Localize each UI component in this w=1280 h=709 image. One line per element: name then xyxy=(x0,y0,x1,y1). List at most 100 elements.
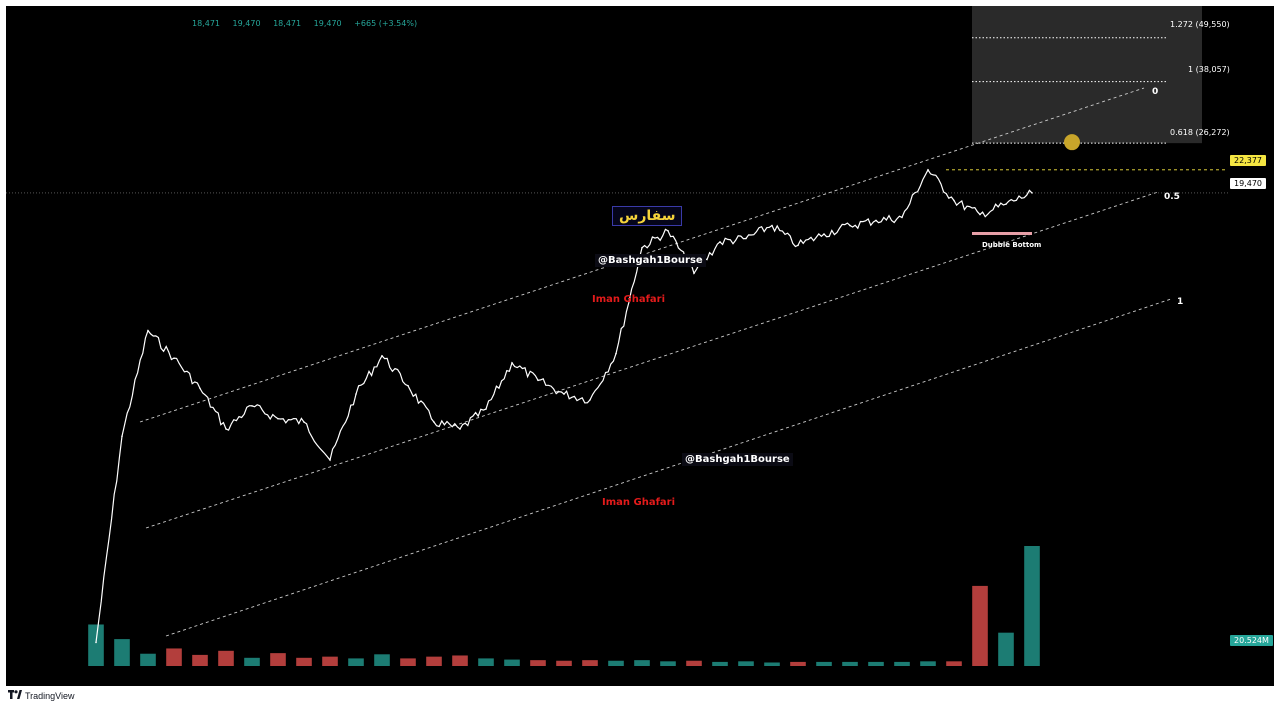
chart-panel[interactable]: 18,471 19,470 18,471 19,470 +665 (+3.54%… xyxy=(6,6,1274,686)
fib-target-marker xyxy=(1064,134,1080,151)
price-point xyxy=(537,379,539,382)
ohlc-readout: 18,471 19,470 18,471 19,470 +665 (+3.54%… xyxy=(192,19,427,28)
volume-bar xyxy=(920,661,936,666)
price-series-line xyxy=(95,168,1033,643)
price-point xyxy=(225,428,227,430)
price-point xyxy=(719,241,721,243)
volume-bar xyxy=(790,661,806,666)
price-point xyxy=(953,199,955,202)
price-point xyxy=(277,417,279,420)
volume-bar xyxy=(478,658,494,666)
volume-bar xyxy=(426,656,442,666)
price-point xyxy=(693,272,695,275)
price-chart[interactable] xyxy=(6,6,1274,686)
volume-bar xyxy=(192,654,208,666)
price-point xyxy=(1031,192,1033,194)
price-point xyxy=(251,405,253,407)
price-point xyxy=(901,216,903,219)
volume-bar xyxy=(452,655,468,666)
price-point xyxy=(615,352,617,355)
price-point xyxy=(641,246,643,249)
ohlc-close: 19,470 xyxy=(313,19,342,28)
price-point xyxy=(485,408,487,410)
volume-bar xyxy=(894,661,910,666)
price-point xyxy=(199,387,201,390)
volume-bar xyxy=(972,585,988,666)
price-point xyxy=(927,169,929,171)
last-price-tag: 19,470 xyxy=(1230,178,1266,189)
handle-watermark-upper: @Bashgah1Bourse xyxy=(595,254,706,267)
volume-bar xyxy=(400,658,416,666)
volume-bar xyxy=(608,660,624,666)
fib-extension-box xyxy=(972,6,1202,144)
brand-watermark: سفارس xyxy=(612,206,683,226)
author-watermark-upper: Iman Ghafari xyxy=(592,294,666,305)
fib-level-1-label: 1 (38,057) xyxy=(1188,65,1230,74)
price-point xyxy=(355,393,357,395)
tradingview-brand: TradingView xyxy=(25,691,75,701)
price-point xyxy=(459,428,461,430)
double-bottom-marker xyxy=(972,232,1032,235)
channel-label-1: 1 xyxy=(1177,297,1184,307)
channel-label-0: 0 xyxy=(1152,87,1159,97)
channel-line-bottom xyxy=(165,298,1172,637)
volume-bar xyxy=(374,654,390,666)
fib-level-1272-label: 1.272 (49,550) xyxy=(1170,20,1230,29)
price-point xyxy=(121,435,123,437)
ohlc-high: 19,470 xyxy=(232,19,261,28)
price-point xyxy=(823,233,825,235)
volume-bar xyxy=(530,660,546,666)
ohlc-low: 18,471 xyxy=(273,19,302,28)
price-point xyxy=(433,421,435,423)
price-point xyxy=(875,219,877,222)
volume-bar xyxy=(348,658,364,666)
volume-bar xyxy=(998,632,1014,666)
price-point xyxy=(511,362,513,364)
volume-bar xyxy=(582,660,598,666)
channel-line-mid xyxy=(145,191,1159,529)
price-point xyxy=(173,357,175,359)
ohlc-open: 18,471 xyxy=(192,19,220,28)
author-watermark-lower: Iman Ghafari xyxy=(602,497,676,508)
volume-bar xyxy=(660,661,676,666)
volume-bar xyxy=(634,660,650,666)
handle-watermark-lower: @Bashgah1Bourse xyxy=(682,453,793,466)
ohlc-change: +665 (+3.54%) xyxy=(354,19,418,28)
volume-bar xyxy=(946,661,962,666)
tradingview-footer: TradingView xyxy=(8,690,75,702)
volume-bar xyxy=(88,624,104,666)
volume-bar xyxy=(842,661,858,666)
price-point xyxy=(147,329,149,332)
volume-bar xyxy=(114,639,130,666)
price-point xyxy=(303,421,305,423)
price-point xyxy=(745,237,747,240)
volume-bar xyxy=(322,656,338,666)
price-point xyxy=(849,224,851,227)
price-point xyxy=(1005,203,1007,205)
price-point xyxy=(563,393,565,395)
channel-label-05: 0.5 xyxy=(1164,192,1180,202)
tradingview-logo-icon xyxy=(8,690,22,702)
volume-bar xyxy=(868,661,884,666)
price-point xyxy=(381,355,383,357)
volume-bar xyxy=(764,662,780,666)
tradingview-logo-icon-svg xyxy=(8,690,22,699)
volume-bar xyxy=(556,660,572,666)
volume-bar xyxy=(296,657,312,666)
price-point xyxy=(589,399,591,401)
volume-bar xyxy=(218,650,234,666)
volume-bar xyxy=(738,661,754,666)
volume-bar xyxy=(270,653,286,666)
pattern-annotation: Dubble Bottom xyxy=(982,241,1042,249)
volume-bar xyxy=(1024,546,1040,666)
volume-bar xyxy=(816,661,832,666)
price-point xyxy=(329,459,331,461)
high-price-tag: 22,377 xyxy=(1230,155,1266,166)
volume-bar xyxy=(166,648,182,666)
price-point xyxy=(797,244,799,247)
volume-bar xyxy=(686,660,702,666)
price-point xyxy=(667,229,669,232)
volume-bar xyxy=(504,659,520,666)
price-point xyxy=(979,213,981,216)
price-point xyxy=(407,384,409,387)
